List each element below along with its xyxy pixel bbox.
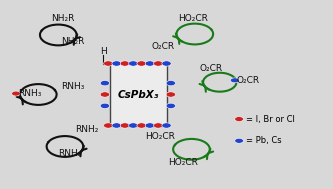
Circle shape bbox=[112, 61, 121, 66]
Text: HO₂CR: HO₂CR bbox=[178, 14, 208, 23]
Text: RNH₃: RNH₃ bbox=[18, 89, 42, 98]
Circle shape bbox=[120, 123, 130, 128]
Circle shape bbox=[129, 123, 138, 128]
Circle shape bbox=[154, 123, 163, 128]
Text: = I, Br or Cl: = I, Br or Cl bbox=[246, 115, 295, 124]
Circle shape bbox=[129, 61, 138, 66]
Circle shape bbox=[166, 81, 175, 86]
Circle shape bbox=[120, 61, 130, 66]
Circle shape bbox=[112, 123, 121, 128]
Text: HO₂CR: HO₂CR bbox=[145, 132, 175, 141]
Text: H: H bbox=[100, 47, 107, 57]
Circle shape bbox=[166, 92, 175, 97]
Circle shape bbox=[162, 61, 171, 66]
Circle shape bbox=[154, 61, 163, 66]
Text: NH₂R: NH₂R bbox=[52, 14, 75, 23]
Circle shape bbox=[104, 123, 113, 128]
Text: CsPbX₃: CsPbX₃ bbox=[118, 90, 159, 99]
Text: = Pb, Cs: = Pb, Cs bbox=[246, 136, 282, 145]
Circle shape bbox=[162, 123, 171, 128]
Circle shape bbox=[230, 78, 239, 83]
Circle shape bbox=[145, 61, 155, 66]
Text: NH₂R: NH₂R bbox=[62, 37, 85, 46]
Circle shape bbox=[235, 117, 243, 122]
Text: RNH₃: RNH₃ bbox=[62, 82, 85, 91]
Text: O₂CR: O₂CR bbox=[152, 42, 174, 51]
Circle shape bbox=[235, 138, 243, 143]
FancyBboxPatch shape bbox=[110, 63, 166, 126]
Text: RNH₂: RNH₂ bbox=[75, 125, 98, 134]
Circle shape bbox=[145, 123, 155, 128]
Text: HO₂CR: HO₂CR bbox=[168, 158, 198, 167]
Circle shape bbox=[100, 103, 110, 108]
Circle shape bbox=[100, 81, 110, 86]
Text: O₂CR: O₂CR bbox=[200, 64, 223, 73]
Circle shape bbox=[137, 123, 146, 128]
Circle shape bbox=[104, 61, 113, 66]
Circle shape bbox=[12, 91, 20, 96]
Circle shape bbox=[166, 103, 175, 108]
Circle shape bbox=[137, 61, 146, 66]
Circle shape bbox=[100, 92, 110, 97]
Text: O₂CR: O₂CR bbox=[236, 76, 259, 85]
Text: RNH₂: RNH₂ bbox=[58, 149, 82, 158]
